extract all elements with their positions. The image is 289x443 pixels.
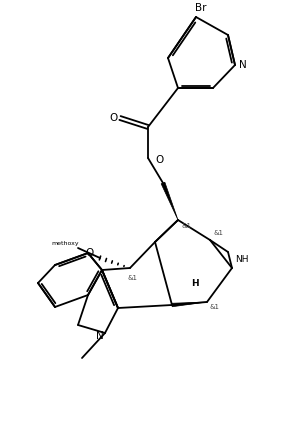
Text: H: H — [191, 280, 199, 288]
Text: O: O — [109, 113, 117, 123]
Text: &1: &1 — [213, 230, 223, 236]
Text: O: O — [155, 155, 163, 165]
Text: &1: &1 — [128, 275, 138, 281]
Text: methoxy: methoxy — [51, 241, 79, 245]
Text: N: N — [239, 60, 247, 70]
Text: O: O — [86, 248, 94, 258]
Text: &1: &1 — [181, 223, 191, 229]
Text: Br: Br — [195, 3, 207, 13]
Text: NH: NH — [235, 256, 249, 264]
Polygon shape — [172, 302, 207, 307]
Polygon shape — [161, 182, 178, 220]
Text: &1: &1 — [210, 304, 220, 310]
Text: N: N — [96, 331, 104, 341]
